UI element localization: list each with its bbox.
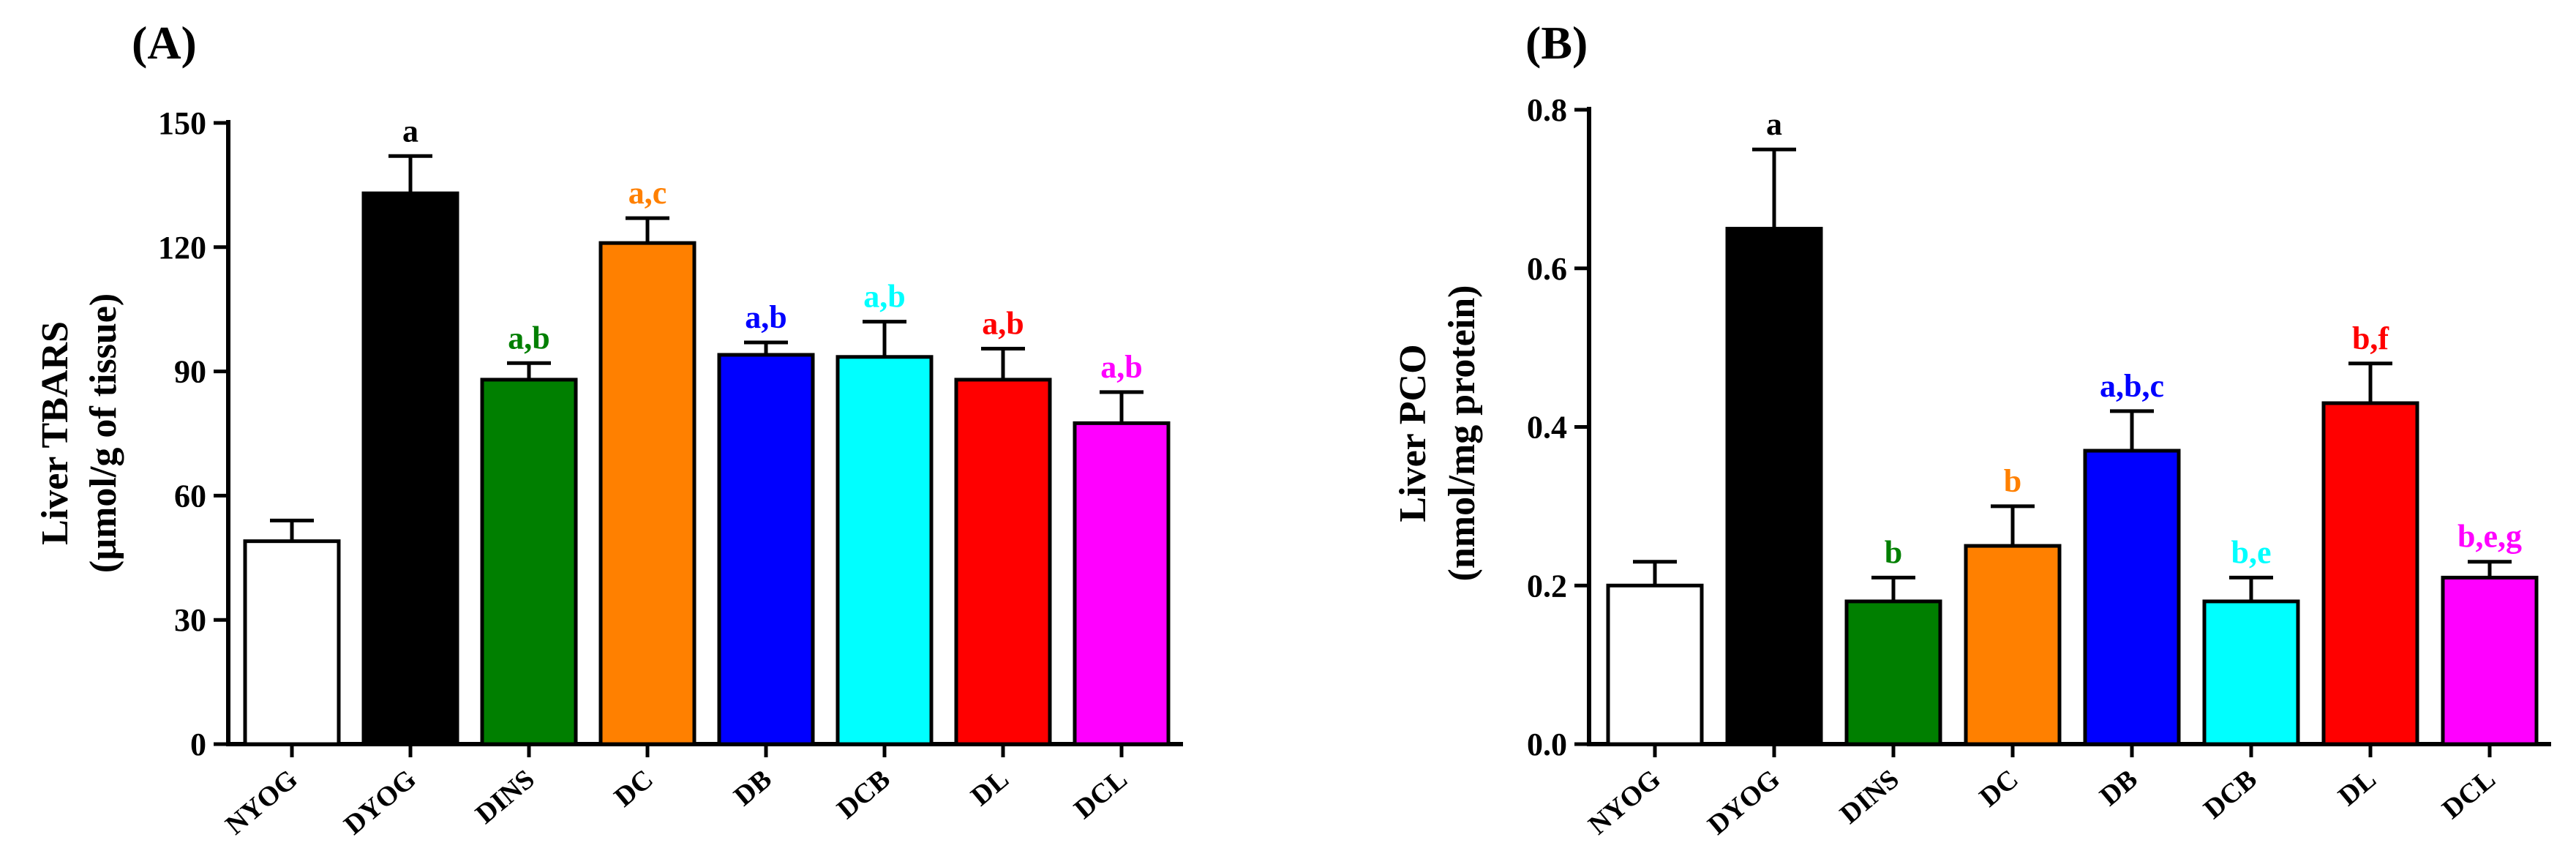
- panel-b-significance-label-dcl: b,e,g: [2457, 519, 2522, 555]
- panel-a-y-tick-label: 120: [158, 230, 206, 266]
- panel-a-panel-label: (A): [132, 17, 197, 69]
- panel-b-y-tick-label: 0.4: [1527, 410, 1567, 446]
- panel-b-bar-nyog: [1606, 583, 1704, 746]
- panel-b-x-tick-label-dyog: DYOG: [1702, 764, 1785, 841]
- panel-b-bar-dyog: [1725, 227, 1823, 746]
- panel-b-significance-label-dyog: a: [1766, 106, 1782, 142]
- panel-b-x-tick-label-dcl: DCL: [2436, 764, 2501, 825]
- panel-a-y-tick-label: 60: [174, 478, 206, 514]
- panel-a-significance-label-dins: a,b: [508, 320, 549, 356]
- panel-b-y-tick-label: 0.2: [1527, 568, 1567, 604]
- panel-a-bar-dins: [480, 378, 578, 746]
- panel-b-y-tick-label: 0.8: [1527, 92, 1567, 128]
- panel-a-bar-dcl: [1073, 421, 1171, 746]
- panel-a-x-tick-label-dcl: DCL: [1068, 764, 1133, 825]
- panel-b-significance-label-db: a,b,c: [2100, 368, 2164, 404]
- panel-b-significance-label-dins: b: [1885, 534, 1902, 570]
- panel-a-bar-dcb: [835, 355, 934, 746]
- panel-b-y-axis-label: Liver PCO: [1392, 344, 1434, 522]
- panel-a-x-tick-label-dyog: DYOG: [338, 764, 421, 841]
- panel-b-x-tick-label-dcb: DCB: [2198, 764, 2262, 825]
- panel-b-significance-label-dcb: b,e: [2231, 534, 2272, 570]
- panel-b-x-tick-label-nyog: NYOG: [1582, 764, 1666, 841]
- panel-b-x-tick-label-db: DB: [2094, 764, 2143, 812]
- panel-b-bar-dl: [2321, 401, 2419, 746]
- panel-b-x-tick-label-dl: DL: [2332, 764, 2381, 812]
- panel-b-y-axis-label: (nmol/mg protein): [1441, 285, 1483, 582]
- panel-a-bar-nyog: [243, 539, 341, 746]
- panel-b-significance-label-dl: b,f: [2352, 320, 2389, 356]
- panel-a-x-tick-label-dl: DL: [965, 764, 1014, 812]
- panel-a-significance-label-dcb: a,b: [863, 279, 905, 315]
- panel-b-panel-label: (B): [1525, 17, 1588, 69]
- panel-a-significance-label-dcl: a,b: [1100, 349, 1142, 385]
- panel-a-y-tick-label: 90: [174, 354, 206, 390]
- panel-a-y-tick-label: 150: [158, 105, 206, 141]
- panel-a-chart: (A) Liver TBARS (µmol/g of tissue) 0 30 60 90 1…: [34, 17, 1183, 841]
- panel-a-x-tick-label-dins: DINS: [470, 764, 541, 830]
- panel-a-x-tick-label-db: DB: [728, 764, 777, 812]
- panel-a-y-tick-label: 30: [174, 602, 206, 638]
- panel-b-x-tick-label-dc: DC: [1974, 764, 2024, 813]
- panel-b-bar-dcb: [2202, 599, 2300, 746]
- panel-b-y-tick-label: 0.6: [1527, 251, 1567, 287]
- panel-a-significance-label-dc: a,c: [628, 175, 667, 211]
- panel-a-x-tick-label-dcb: DCB: [831, 764, 895, 825]
- panel-b-significance-label-dc: b: [2004, 463, 2021, 499]
- panel-a-bar-db: [717, 353, 815, 746]
- panel-b-bar-dins: [1844, 599, 1942, 746]
- panel-a-bar-dyog: [361, 191, 459, 746]
- panel-a-y-axis-label: Liver TBARS: [34, 321, 76, 545]
- panel-b-bar-dc: [1964, 544, 2062, 746]
- panel-a-y-axis-label: (µmol/g of tissue): [83, 293, 124, 573]
- panel-b-bar-db: [2083, 449, 2181, 746]
- panel-b-y-tick-label: 0.0: [1527, 727, 1567, 762]
- panel-b-chart: (B) Liver PCO (nmol/mg protein) 0.0 0.2 0.4 0.…: [1392, 17, 2551, 841]
- panel-a-x-tick-label-nyog: NYOG: [219, 764, 303, 841]
- panel-a-x-tick-label-dc: DC: [609, 764, 659, 813]
- panel-a-bar-dc: [598, 241, 696, 746]
- panel-a-y-tick-label: 0: [190, 727, 206, 762]
- panel-a-significance-label-dyog: a: [402, 113, 418, 149]
- panel-b-bar-dcl: [2441, 575, 2539, 746]
- panel-b-x-tick-label-dins: DINS: [1834, 764, 1905, 830]
- panel-a-bar-dl: [954, 378, 1052, 746]
- panel-a-significance-label-db: a,b: [745, 299, 786, 335]
- panel-a-significance-label-dl: a,b: [982, 305, 1024, 341]
